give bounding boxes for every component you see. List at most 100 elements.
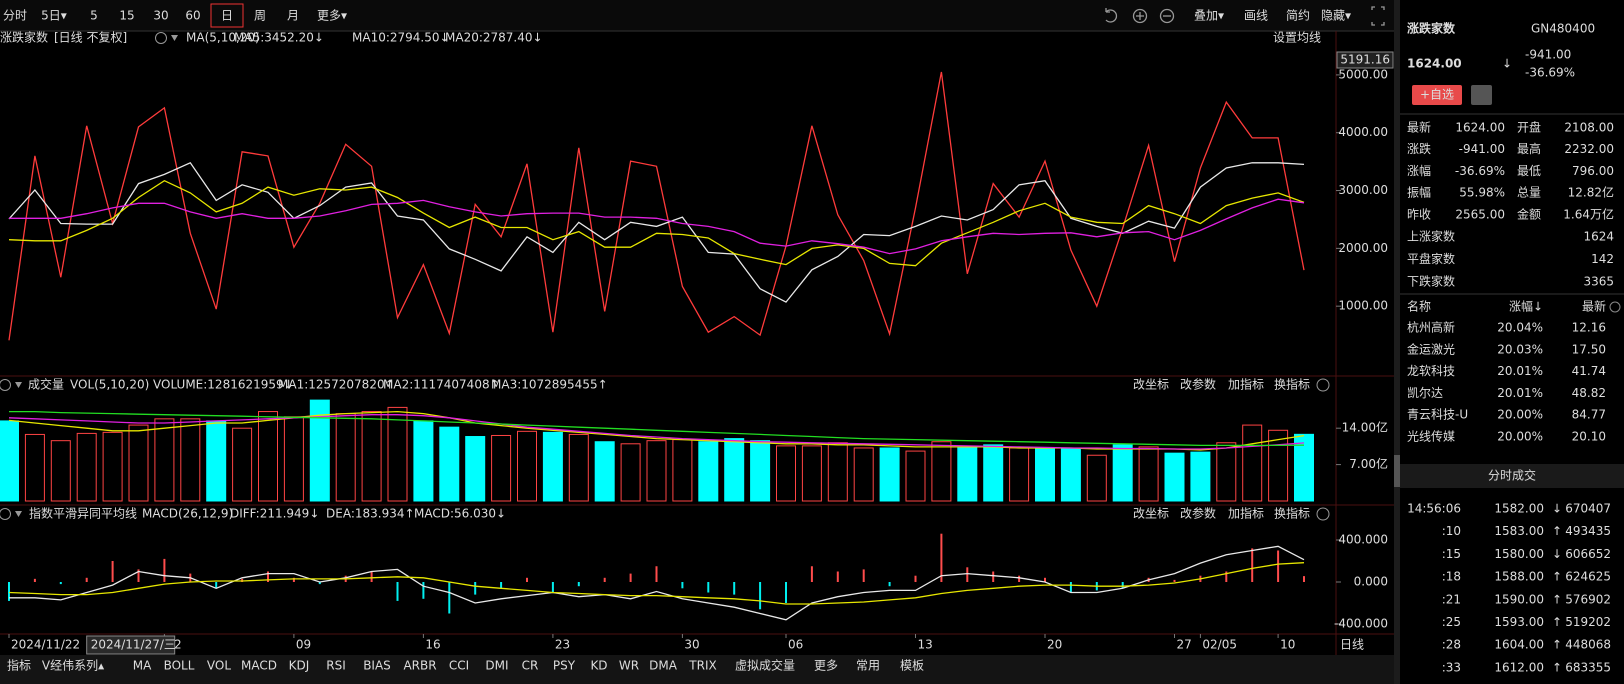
bottom-tab[interactable]: WR — [619, 659, 639, 673]
toolbar-item[interactable]: 月 — [287, 9, 299, 23]
trade-time: :28 — [1442, 638, 1461, 652]
trade-price: 1590.00 — [1494, 592, 1544, 606]
toolbar-item[interactable]: 更多▾ — [317, 9, 347, 23]
list-name[interactable]: 龙软科技 — [1407, 364, 1455, 378]
bottom-tab[interactable]: KDJ — [289, 659, 310, 673]
help-icon[interactable] — [155, 32, 167, 44]
list-cell[interactable]: 20.01% — [1497, 364, 1543, 378]
list-cell[interactable]: 12.16 — [1572, 321, 1606, 335]
pane-button[interactable]: 改坐标 — [1133, 507, 1169, 521]
zoom-out-icon[interactable] — [1159, 8, 1175, 24]
undo-icon[interactable] — [1105, 8, 1118, 23]
toolbar-item[interactable]: 30 — [153, 9, 168, 23]
list-name[interactable]: 金运激光 — [1407, 341, 1455, 356]
bottom-tab[interactable]: DMA — [649, 659, 678, 673]
list-name[interactable]: 凯尔达 — [1407, 385, 1443, 400]
x-tick-label: 16 — [425, 638, 440, 652]
stat-value: 1.64万亿 — [1563, 206, 1614, 221]
list-cell[interactable]: 20.04% — [1497, 321, 1543, 335]
add-watch-button[interactable]: +自选 — [1420, 88, 1454, 102]
bottom-tab[interactable]: BIAS — [363, 659, 391, 673]
bottom-tab[interactable]: MACD — [241, 659, 277, 673]
bottom-tab[interactable]: 模板 — [900, 659, 924, 673]
list-header[interactable]: 涨幅↓ — [1509, 299, 1543, 314]
bottom-tab[interactable]: TRIX — [688, 659, 716, 673]
bottom-tab[interactable]: V经伟系列▴ — [42, 659, 104, 673]
close-icon[interactable] — [1316, 507, 1330, 521]
bottom-tab[interactable]: CCI — [449, 659, 469, 673]
list-cell[interactable]: 20.01% — [1497, 386, 1543, 400]
pane-button[interactable]: 加指标 — [1228, 506, 1264, 521]
list-cell[interactable]: 20.03% — [1497, 342, 1543, 356]
bottom-tab[interactable]: 常用 — [856, 659, 880, 673]
alert-button[interactable] — [1471, 85, 1492, 105]
toolbar-item[interactable]: 5 — [90, 9, 98, 23]
bottom-tab[interactable]: VOL — [207, 659, 231, 673]
pane-button[interactable]: 改坐标 — [1133, 378, 1169, 392]
y-tick-label: 5000.00 — [1338, 67, 1388, 81]
bottom-tab[interactable]: RSI — [326, 659, 346, 673]
bottom-tab[interactable]: ARBR — [403, 659, 436, 673]
settings-button[interactable]: 设置均线 — [1273, 31, 1321, 45]
toolbar-item[interactable]: 周 — [254, 9, 266, 23]
list-name[interactable]: 杭州高新 — [1407, 320, 1455, 335]
collapse-icon[interactable] — [15, 511, 22, 517]
toolbar-item[interactable]: 日 — [221, 9, 233, 23]
toolbar-item[interactable]: 叠加▾ — [1194, 9, 1224, 23]
add-watch-button-bg[interactable] — [1412, 85, 1462, 105]
list-name[interactable]: 光线传媒 — [1407, 429, 1455, 444]
toolbar-item[interactable]: 分时 — [3, 9, 27, 23]
bottom-tab[interactable]: CR — [522, 659, 539, 673]
bottom-tab[interactable]: 更多 — [814, 659, 838, 673]
pane-title: 成交量 — [28, 377, 64, 392]
pane-button[interactable]: 换指标 — [1274, 506, 1310, 521]
volume-bar — [542, 431, 563, 502]
list-header[interactable]: 最新 — [1582, 299, 1606, 314]
toolbar-item[interactable]: 5日▾ — [41, 9, 67, 23]
legend-entry: DEA:183.934↑ — [326, 507, 415, 521]
help-icon[interactable] — [0, 379, 11, 391]
volume-bar — [1112, 444, 1133, 502]
list-cell[interactable]: 48.82 — [1572, 386, 1606, 400]
list-cell[interactable]: 20.10 — [1572, 430, 1606, 444]
scrollbar-handle[interactable] — [1394, 455, 1400, 487]
toolbar-item[interactable]: 画线 — [1244, 9, 1268, 23]
list-cell[interactable]: 17.50 — [1572, 342, 1606, 356]
scrollbar[interactable] — [1394, 0, 1400, 684]
bottom-tab[interactable]: PSY — [553, 659, 576, 673]
list-cell[interactable]: 20.00% — [1497, 430, 1543, 444]
bottom-tab[interactable]: KD — [590, 659, 607, 673]
bottom-tab[interactable]: 虚拟成交量 — [735, 658, 795, 673]
volume-bar — [853, 447, 874, 502]
toolbar-item[interactable]: 60 — [185, 9, 200, 23]
bottom-tab[interactable]: 指标 — [7, 658, 31, 673]
toolbar-item[interactable]: 15 — [119, 9, 134, 23]
help-icon[interactable] — [0, 508, 11, 520]
zoom-in-plus — [1136, 12, 1144, 20]
fullscreen-icon[interactable] — [1371, 6, 1385, 26]
quote-code: GN480400 — [1531, 22, 1595, 36]
list-menu-icon[interactable] — [1609, 301, 1621, 313]
list-cell[interactable]: 41.74 — [1572, 364, 1606, 378]
trade-arrow: ↑ — [1552, 570, 1562, 584]
close-icon[interactable] — [1316, 378, 1330, 392]
pane-button[interactable]: 换指标 — [1274, 377, 1310, 392]
bottom-tab[interactable]: DMI — [485, 659, 508, 673]
breadth-value: 3365 — [1583, 275, 1614, 289]
toolbar-item[interactable]: 隐藏▾ — [1321, 9, 1351, 23]
pane-button[interactable]: 改参数 — [1180, 506, 1216, 521]
list-cell[interactable]: 20.00% — [1497, 408, 1543, 422]
volume-bar — [387, 406, 408, 502]
collapse-icon[interactable] — [171, 35, 178, 41]
ma-line — [9, 410, 1305, 447]
list-header[interactable]: 名称 — [1407, 299, 1431, 314]
bottom-tab[interactable]: BOLL — [164, 659, 195, 673]
pane-button[interactable]: 加指标 — [1228, 377, 1264, 392]
toolbar-item[interactable]: 简约 — [1286, 8, 1310, 23]
bottom-tab[interactable]: MA — [133, 659, 152, 673]
zoom-in-icon[interactable] — [1132, 8, 1148, 24]
pane-button[interactable]: 改参数 — [1180, 377, 1216, 392]
list-name[interactable]: 青云科技-U — [1407, 408, 1468, 422]
list-cell[interactable]: 84.77 — [1572, 408, 1606, 422]
collapse-icon[interactable] — [15, 382, 22, 388]
